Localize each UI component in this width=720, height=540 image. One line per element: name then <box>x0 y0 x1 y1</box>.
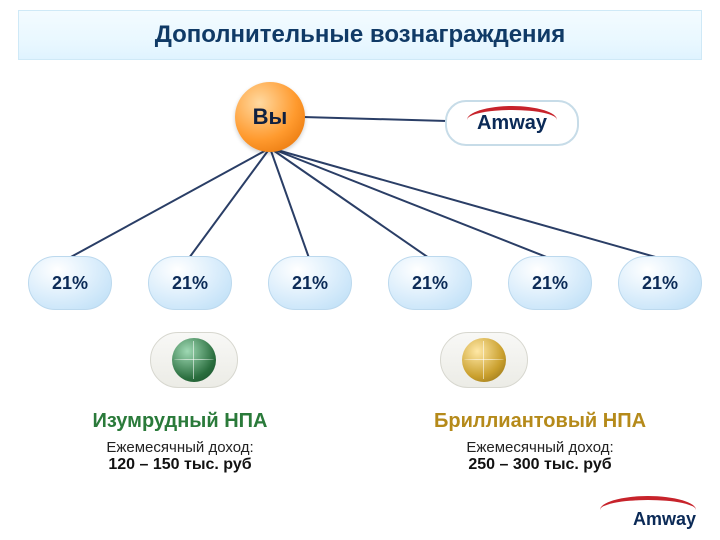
pct-node-1: 21% <box>148 256 232 310</box>
pct-node-4: 21% <box>508 256 592 310</box>
diamond-value: 250 – 300 тыс. руб <box>360 456 720 474</box>
pct-node-label: 21% <box>642 273 678 294</box>
pct-node-label: 21% <box>292 273 328 294</box>
brand-logo: Amway <box>445 100 579 146</box>
emerald-globe-icon <box>150 332 238 388</box>
pct-node-0: 21% <box>28 256 112 310</box>
root-node-vy: Вы <box>235 82 305 152</box>
pct-node-label: 21% <box>52 273 88 294</box>
diamond-sub: Ежемесячный доход: <box>360 439 720 456</box>
brand-footer-text: Amway <box>633 509 696 530</box>
title-bar: Дополнительные вознаграждения <box>18 10 702 60</box>
brand-footer-swoosh <box>600 496 696 510</box>
diamond-title: Бриллиантовый НПА <box>360 410 720 433</box>
pct-node-label: 21% <box>532 273 568 294</box>
diamond-globe-icon <box>440 332 528 388</box>
root-label: Вы <box>253 104 288 130</box>
brand-footer: Amway <box>592 494 702 530</box>
pct-node-label: 21% <box>172 273 208 294</box>
emerald-sub: Ежемесячный доход: <box>0 439 360 456</box>
page-title: Дополнительные вознаграждения <box>155 21 566 49</box>
emerald-value: 120 – 150 тыс. руб <box>0 456 360 474</box>
pct-node-label: 21% <box>412 273 448 294</box>
emerald-section: Изумрудный НПА Ежемесячный доход: 120 – … <box>0 410 360 474</box>
diamond-section: Бриллиантовый НПА Ежемесячный доход: 250… <box>360 410 720 474</box>
brand-text: Amway <box>477 112 547 135</box>
pct-node-3: 21% <box>388 256 472 310</box>
pct-node-2: 21% <box>268 256 352 310</box>
pct-node-5: 21% <box>618 256 702 310</box>
emerald-title: Изумрудный НПА <box>0 410 360 433</box>
